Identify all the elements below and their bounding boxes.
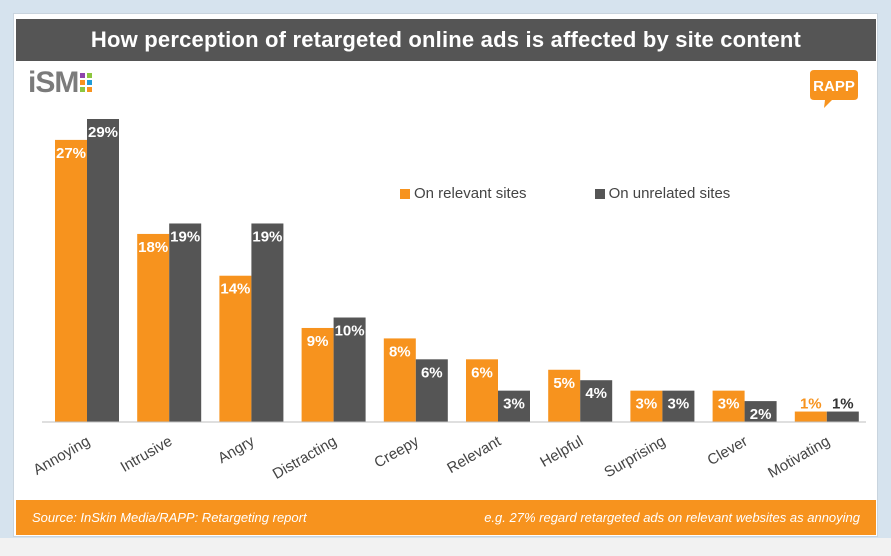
bar-unrelated-angry (251, 223, 284, 422)
data-label-relevant-angry: 14% (220, 281, 250, 298)
data-label-relevant-relevant: 6% (471, 364, 493, 381)
data-label-relevant-motivating: 1% (800, 396, 822, 413)
footer-note: e.g. 27% regard retargeted ads on releva… (484, 510, 860, 525)
x-tick-label-distracting: Distracting (270, 433, 340, 483)
bar-unrelated-relevant (498, 390, 530, 422)
data-label-unrelated-motivating: 1% (832, 396, 854, 413)
ism-logo-squares (80, 72, 93, 92)
x-tick-label-intrusive: Intrusive (118, 433, 176, 476)
x-tick-label-creepy: Creepy (371, 432, 422, 471)
bar-unrelated-intrusive (169, 223, 202, 422)
bar-unrelated-annoying (87, 119, 119, 422)
data-label-relevant-distracting: 9% (307, 333, 329, 350)
legend-item-unrelated: On unrelated sites (594, 185, 731, 202)
bar-relevant-distracting (301, 327, 334, 422)
chart-legend: On relevant sites On unrelated sites (400, 185, 730, 202)
legend-swatch-unrelated (594, 188, 605, 199)
chart-frame: How perception of retargeted online ads … (13, 13, 878, 537)
legend-label-relevant: On relevant sites (414, 185, 527, 202)
chart-footer: Source: InSkin Media/RAPP: Retargeting r… (16, 500, 876, 535)
x-tick-label-annoying: Annoying (30, 433, 93, 479)
data-label-unrelated-intrusive: 19% (170, 228, 200, 245)
data-label-relevant-clever: 3% (718, 396, 740, 413)
bar-unrelated-clever (744, 401, 777, 422)
bar-relevant-annoying (55, 139, 87, 422)
bar-unrelated-distracting (333, 317, 366, 422)
rapp-logo-text: RAPP (813, 78, 855, 95)
x-tick-label-relevant: Relevant (444, 432, 504, 477)
data-label-unrelated-clever: 2% (750, 406, 772, 423)
data-label-relevant-surprising: 3% (636, 396, 658, 413)
x-tick-label-helpful: Helpful (537, 433, 586, 471)
x-tick-label-motivating: Motivating (765, 433, 833, 482)
data-label-unrelated-helpful: 4% (585, 385, 607, 402)
bar-relevant-motivating (794, 411, 827, 422)
data-label-relevant-intrusive: 18% (138, 239, 168, 256)
rapp-logo: RAPP (810, 70, 858, 108)
bar-unrelated-motivating (826, 411, 859, 422)
data-label-relevant-creepy: 8% (389, 343, 411, 360)
x-tick-label-surprising: Surprising (601, 433, 668, 481)
data-label-unrelated-relevant: 3% (503, 396, 525, 413)
bar-unrelated-creepy (415, 359, 448, 422)
legend-item-relevant: On relevant sites (400, 185, 527, 202)
data-label-unrelated-surprising: 3% (668, 396, 690, 413)
legend-label-unrelated: On unrelated sites (608, 185, 731, 202)
bar-relevant-clever (712, 390, 745, 422)
ism-logo-text: iSM (28, 66, 79, 99)
bar-relevant-angry (219, 275, 252, 422)
data-label-relevant-annoying: 27% (56, 145, 86, 162)
bar-relevant-creepy (383, 338, 416, 422)
data-label-unrelated-creepy: 6% (421, 364, 443, 381)
x-tick-label-angry: Angry (215, 432, 258, 467)
ism-logo: iSM (28, 66, 93, 99)
bar-relevant-helpful (548, 369, 581, 422)
x-tick-label-clever: Clever (705, 433, 751, 469)
bottom-strip (0, 538, 891, 556)
chart-title: How perception of retargeted online ads … (16, 19, 876, 61)
bar-relevant-relevant (466, 359, 498, 422)
data-label-unrelated-distracting: 10% (335, 323, 365, 340)
bar-unrelated-surprising (662, 390, 695, 422)
legend-swatch-relevant (400, 188, 410, 199)
data-label-unrelated-annoying: 29% (88, 124, 118, 141)
footer-source: Source: InSkin Media/RAPP: Retargeting r… (32, 510, 307, 525)
data-label-relevant-helpful: 5% (553, 375, 575, 392)
bar-chart: 27%29%Annoying18%19%Intrusive14%19%Angry… (30, 119, 866, 483)
bar-unrelated-helpful (580, 380, 613, 422)
bar-relevant-surprising (630, 390, 663, 422)
bar-relevant-intrusive (137, 233, 170, 422)
data-label-unrelated-angry: 19% (252, 228, 282, 245)
